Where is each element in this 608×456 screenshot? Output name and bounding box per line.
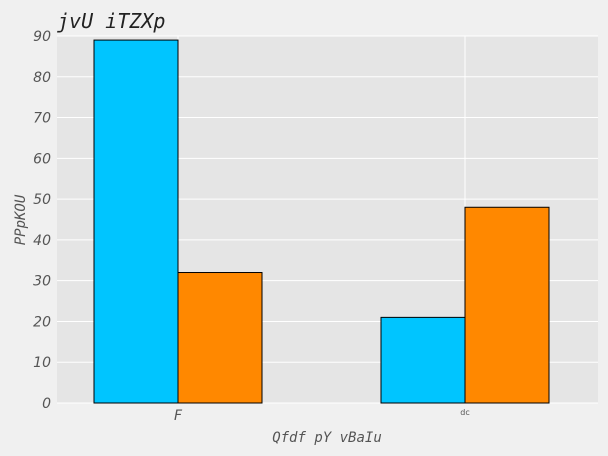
y-tick-label: 0 <box>42 396 51 412</box>
x-axis-label: Qfdf pY vBaIu <box>272 430 382 446</box>
y-tick-label: 90 <box>33 29 51 45</box>
y-tick-label: 80 <box>33 70 51 86</box>
bar-dc-series-1 <box>380 316 466 404</box>
y-tick-label: 50 <box>33 192 51 208</box>
bars <box>93 39 550 404</box>
x-tick-label: dc <box>460 408 469 417</box>
bar-F-series-2 <box>177 272 263 404</box>
y-tick-label: 70 <box>33 111 51 127</box>
chart-title: jvU iTZXp <box>57 9 165 33</box>
y-tick-label: 60 <box>33 151 51 167</box>
bar-F-series-1 <box>93 39 179 404</box>
y-tick-label: 40 <box>33 233 51 249</box>
y-tick-label: 10 <box>33 355 51 371</box>
y-axis-label: PPpKOU <box>13 194 29 245</box>
x-tick-label: F <box>174 408 183 424</box>
bar-dc-series-2 <box>464 206 550 404</box>
y-tick-label: 30 <box>33 274 51 290</box>
y-tick-labels: 0 10 20 30 40 50 60 70 80 90 <box>33 29 51 412</box>
y-tick-label: 20 <box>33 314 51 330</box>
